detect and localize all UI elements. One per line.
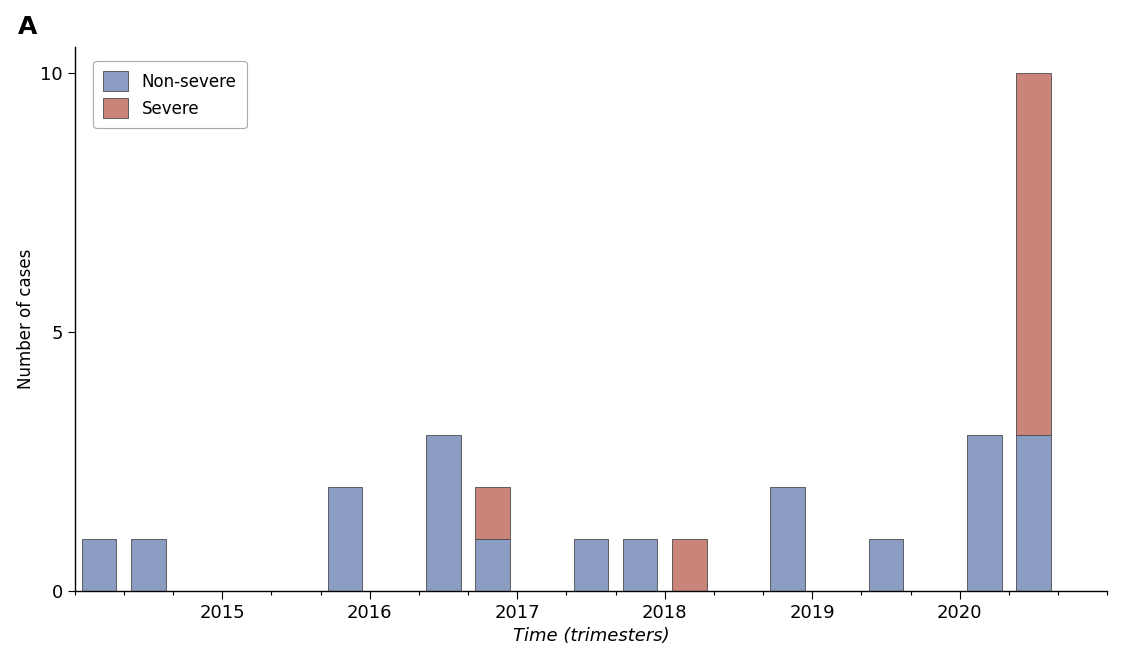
Bar — [770, 487, 805, 591]
Bar — [623, 539, 658, 591]
Bar — [475, 539, 510, 591]
Bar — [1016, 436, 1051, 591]
Bar — [967, 436, 1001, 591]
Bar — [132, 539, 165, 591]
Bar — [573, 539, 608, 591]
Bar — [82, 539, 117, 591]
Bar — [672, 539, 707, 591]
Bar — [1016, 73, 1051, 436]
X-axis label: Time (trimesters): Time (trimesters) — [513, 628, 669, 645]
Legend: Non-severe, Severe: Non-severe, Severe — [93, 61, 246, 128]
Y-axis label: Number of cases: Number of cases — [17, 249, 35, 389]
Bar — [328, 487, 362, 591]
Bar — [426, 436, 461, 591]
Bar — [869, 539, 904, 591]
Bar — [475, 487, 510, 539]
Text: A: A — [18, 15, 37, 38]
